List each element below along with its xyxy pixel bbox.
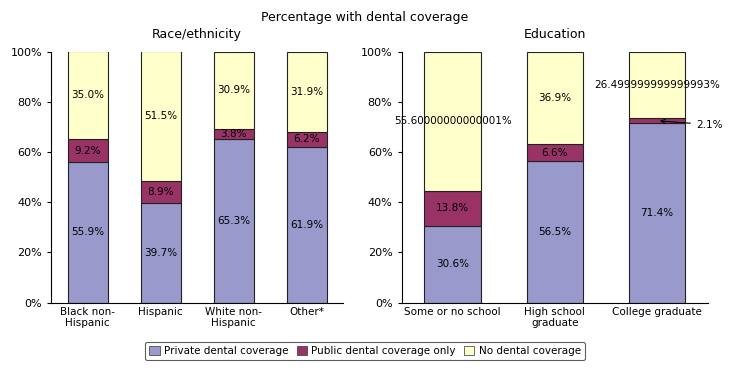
Text: 71.4%: 71.4% xyxy=(640,208,674,218)
Bar xyxy=(140,203,180,303)
Text: 26.499999999999993%: 26.499999999999993% xyxy=(594,80,720,90)
Bar xyxy=(214,52,254,129)
Text: 6.2%: 6.2% xyxy=(293,134,320,145)
Bar xyxy=(67,162,108,303)
Text: 65.3%: 65.3% xyxy=(217,215,250,226)
Text: 8.9%: 8.9% xyxy=(147,187,174,197)
Title: Education: Education xyxy=(523,28,586,41)
Bar xyxy=(629,52,685,118)
Text: 55.9%: 55.9% xyxy=(71,227,104,237)
Text: Percentage with dental coverage: Percentage with dental coverage xyxy=(261,11,469,24)
Text: 35.0%: 35.0% xyxy=(71,90,104,100)
Bar xyxy=(527,161,583,303)
Text: 36.9%: 36.9% xyxy=(538,93,572,103)
Bar xyxy=(286,52,327,132)
Text: 55.60000000000001%: 55.60000000000001% xyxy=(393,116,512,127)
Text: 30.9%: 30.9% xyxy=(217,86,250,96)
Bar xyxy=(286,132,327,147)
Text: 51.5%: 51.5% xyxy=(144,111,177,121)
Bar xyxy=(425,191,480,226)
Bar xyxy=(67,139,108,162)
Text: 30.6%: 30.6% xyxy=(436,259,469,269)
Text: 61.9%: 61.9% xyxy=(290,220,323,230)
Bar xyxy=(214,129,254,139)
Text: 39.7%: 39.7% xyxy=(144,248,177,258)
Text: 2.1%: 2.1% xyxy=(661,119,723,130)
Bar xyxy=(140,181,180,203)
Bar xyxy=(67,51,108,139)
Bar xyxy=(214,139,254,303)
Text: 6.6%: 6.6% xyxy=(542,148,568,158)
Text: 9.2%: 9.2% xyxy=(74,146,101,156)
Text: 56.5%: 56.5% xyxy=(538,227,572,237)
Legend: Private dental coverage, Public dental coverage only, No dental coverage: Private dental coverage, Public dental c… xyxy=(145,342,585,360)
Text: 13.8%: 13.8% xyxy=(436,203,469,214)
Bar xyxy=(527,144,583,161)
Bar xyxy=(629,123,685,303)
Bar xyxy=(425,226,480,303)
Text: 3.8%: 3.8% xyxy=(220,129,247,139)
Bar xyxy=(527,52,583,144)
Bar xyxy=(140,51,180,181)
Bar xyxy=(286,147,327,303)
Text: 31.9%: 31.9% xyxy=(290,87,323,97)
Bar xyxy=(629,118,685,123)
Bar xyxy=(425,52,480,191)
Title: Race/ethnicity: Race/ethnicity xyxy=(152,28,242,41)
